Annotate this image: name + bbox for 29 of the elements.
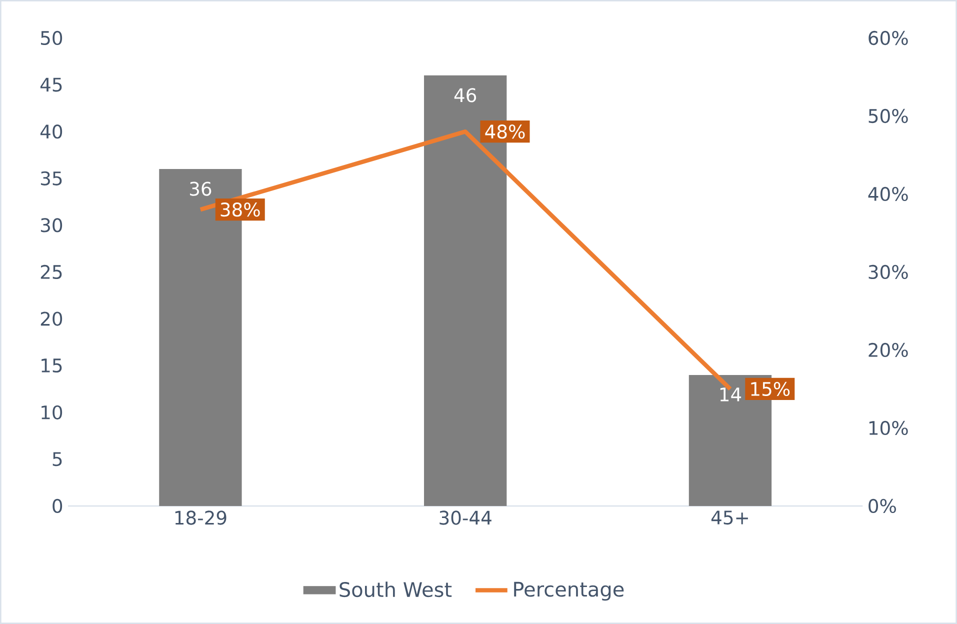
y-tick-label: 25	[40, 264, 62, 280]
data-label: 14	[720, 388, 742, 402]
data-label: 15%	[751, 382, 790, 396]
legend-label: Percentage	[514, 582, 624, 601]
data-label: 48%	[485, 124, 525, 139]
y-tick-label: 10	[42, 405, 62, 420]
y2-tick-label: 20%	[868, 342, 908, 358]
y2-tick-label: 50%	[868, 108, 908, 124]
y2-tick-label: 60%	[868, 30, 908, 46]
y-tick-label: 30	[40, 218, 62, 232]
y2-tick-label: 10%	[869, 420, 908, 436]
y2-tick-label: 30%	[868, 264, 908, 280]
y-tick-label: 35	[40, 171, 62, 186]
data-label: 36	[190, 182, 212, 196]
legend-label: South West	[340, 582, 452, 598]
y-tick-label: 40	[40, 124, 62, 139]
y2-tick-label: 0%	[868, 498, 896, 514]
y-tick-label: 45	[40, 78, 62, 92]
data-label: 46	[454, 88, 476, 102]
y-tick-label: 0	[52, 498, 62, 514]
y2-tick-label: 40%	[868, 186, 908, 202]
data-label: 38%	[220, 202, 260, 217]
y-tick-label: 50	[40, 30, 62, 46]
x-tick-label: 30-44	[440, 510, 492, 525]
x-tick-label: 18-29	[175, 510, 226, 525]
y-tick-label: 15	[42, 358, 62, 373]
y-tick-label: 20	[40, 312, 62, 326]
x-tick-label: 45+	[711, 510, 748, 525]
y-tick-label: 5	[52, 452, 62, 466]
